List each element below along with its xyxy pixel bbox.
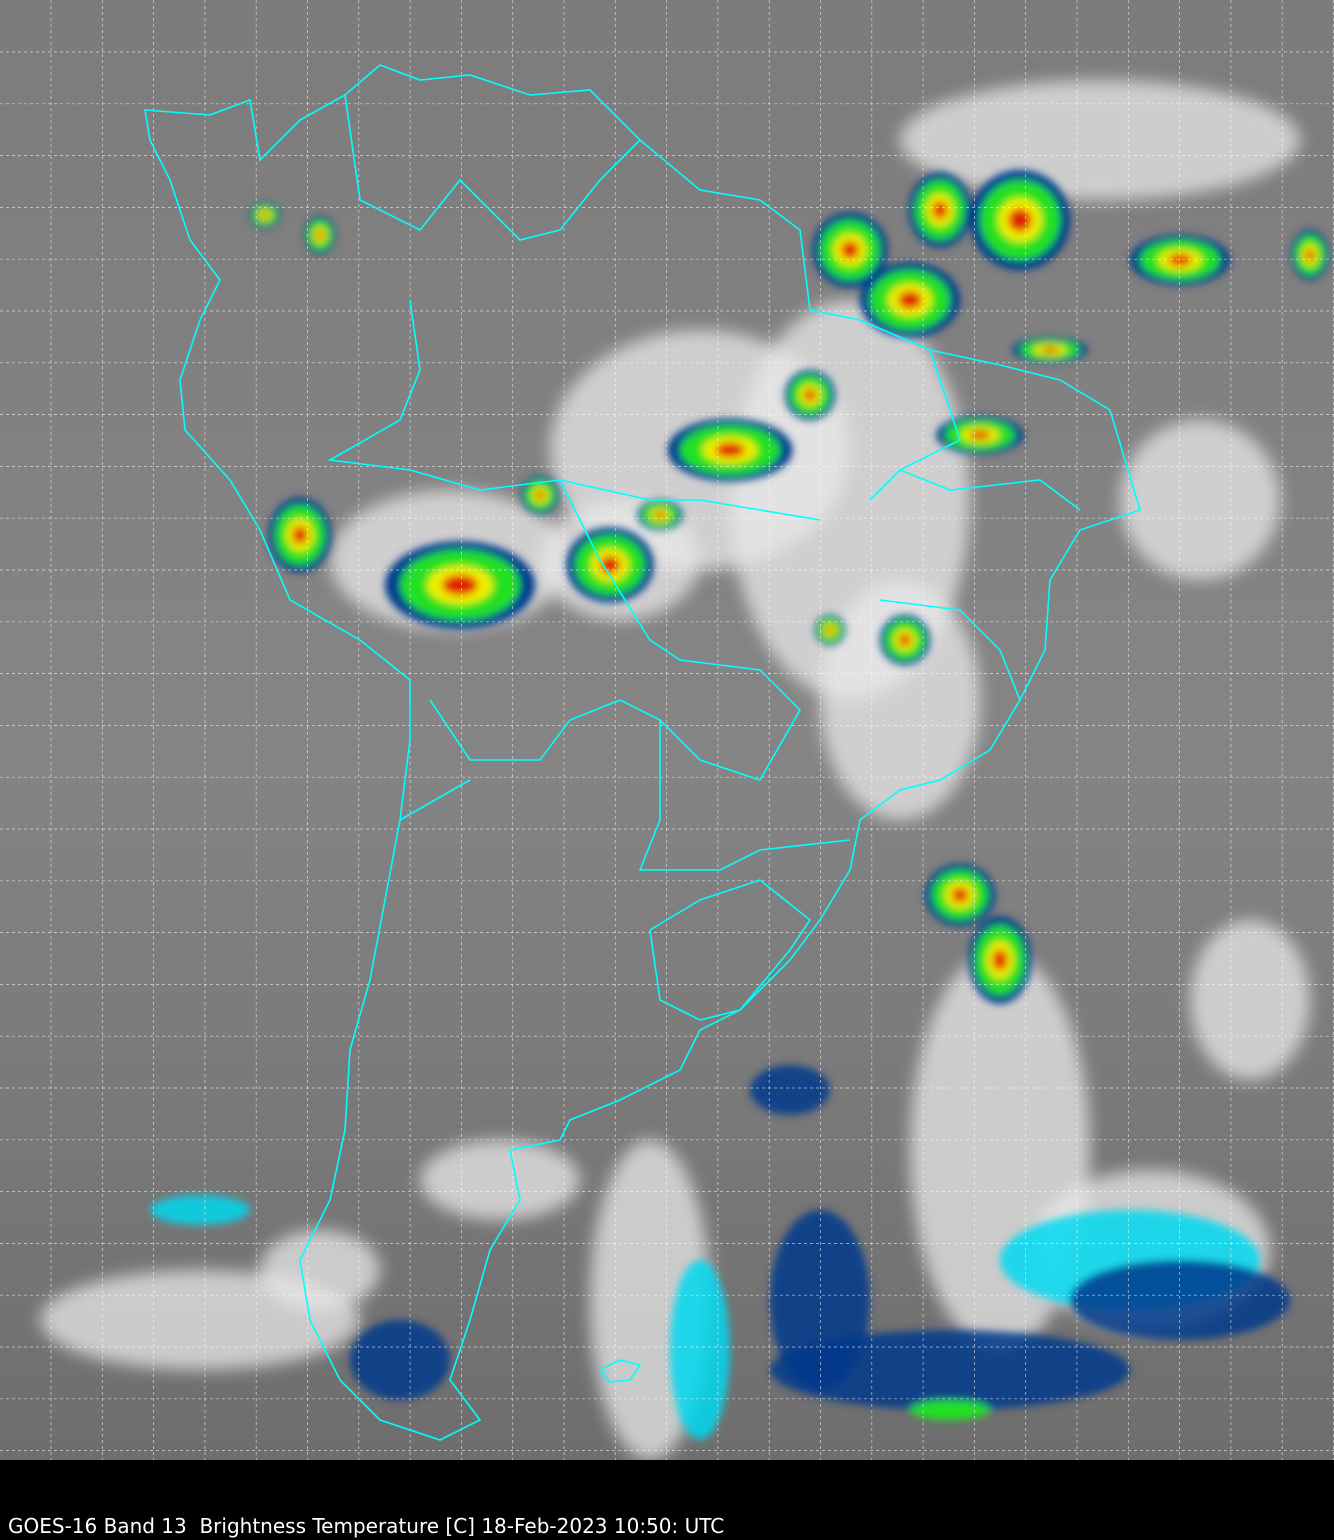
storm-peak [804,389,816,401]
cloud-mass [900,80,1300,200]
lat-lon-grid [0,0,1334,1460]
storm-peak [898,291,922,309]
south-america-outline [144,64,1141,1441]
storm-peak [1041,347,1059,353]
cold-cloud-region [150,1195,250,1225]
cloud-mass [820,580,980,820]
cold-cloud-region [1070,1260,1290,1340]
cold-cloud-region [350,1320,450,1400]
storm-peak [715,442,745,458]
cold-cloud-region [770,1210,870,1390]
cloud-mass [1120,420,1280,580]
storm-peak [992,949,1008,971]
storm-peak [932,201,948,219]
storm-peak [899,634,911,646]
image-caption: GOES-16 Band 13 Brightness Temperature [… [8,1514,725,1538]
satellite-map [0,0,1334,1460]
falklands [598,1359,642,1383]
storm-peak [1305,249,1315,261]
storm-peak [316,230,324,240]
storm-peak [654,511,666,519]
storm-peak [292,526,308,544]
cold-cloud-region [670,1260,730,1440]
cloud-mass [420,1140,580,1220]
storm-peak [969,430,991,440]
storm-peak [841,241,859,259]
storm-peak [1008,208,1032,232]
storm-peak [261,212,269,218]
cold-cloud-region [750,1065,830,1115]
country-borders [327,94,1081,1021]
storm-peak [535,490,545,500]
coastline-borders [144,64,1141,1441]
cloud-mass [260,1230,380,1310]
convective-cells [150,170,1329,1440]
storm-peak [1168,254,1192,266]
storm-peak [826,626,834,634]
storm-peak [442,574,478,596]
storm-cell [910,1400,990,1420]
cloud-mass [1190,920,1310,1080]
storm-peak [951,887,969,903]
